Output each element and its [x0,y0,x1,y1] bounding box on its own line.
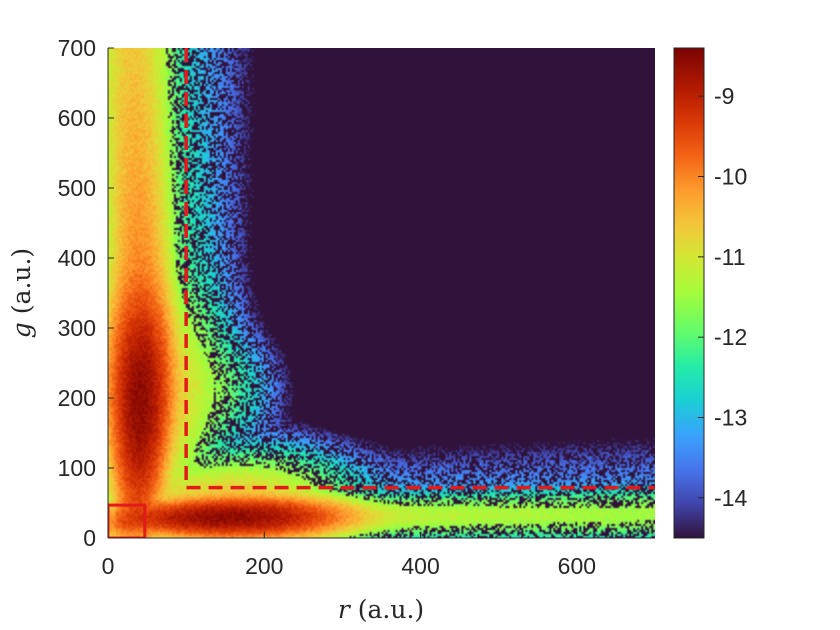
x-axis-label: r (a.u.) [338,595,424,624]
colorbar-tick-label: -9 [714,83,734,109]
dashed-region-boundary [184,48,655,490]
colorbar-tick-label: -10 [714,164,747,190]
y-tick-label: 100 [58,455,96,481]
x-tick-label: 0 [102,553,115,579]
y-tick-label: 400 [58,245,96,271]
y-tick-label: 500 [58,175,96,201]
y-tick-label: 200 [58,385,96,411]
y-tick-label: 0 [83,525,96,551]
colorbar-tick-label: -11 [714,244,746,270]
y-tick-label: 700 [58,35,96,61]
solid-origin-box [108,503,147,538]
y-axis-label: g (a.u.) [7,248,36,338]
colorbar-tick-label: -13 [714,405,747,431]
x-tick-label: 400 [401,553,439,579]
colorbar-tick-label: -14 [714,485,747,511]
x-tick-label: 600 [558,553,596,579]
x-tick-label: 200 [245,553,283,579]
y-tick-label: 600 [58,105,96,131]
colorbar [673,47,705,539]
density-heatmap [108,48,655,538]
y-tick-label: 300 [58,315,96,341]
colorbar-tick-label: -12 [714,324,747,350]
